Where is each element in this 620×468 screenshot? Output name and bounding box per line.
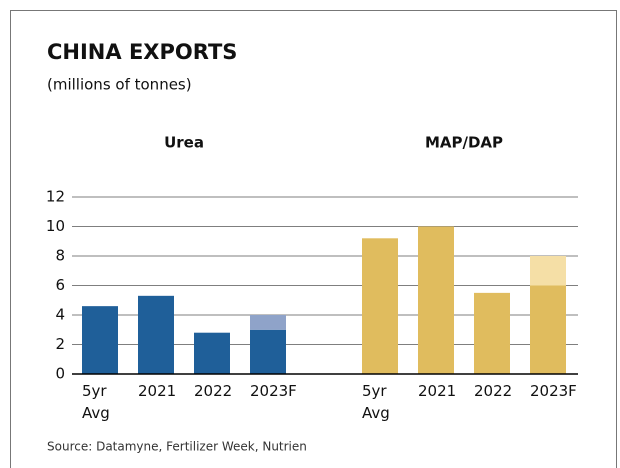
y-tick-label: 0 xyxy=(55,365,65,383)
x-tick-label: 5yr Avg xyxy=(82,382,110,422)
x-tick-label: 5yr Avg xyxy=(362,382,390,422)
y-tick-label: 8 xyxy=(55,247,65,265)
x-tick-label: 2021 xyxy=(138,382,176,400)
x-tick-label-line: 2021 xyxy=(138,382,176,400)
x-tick-label-line: 2021 xyxy=(418,382,456,400)
chart-title: CHINA EXPORTS xyxy=(47,40,237,64)
x-tick-label-line: 2023F xyxy=(530,382,577,400)
x-tick-label-line: Avg xyxy=(362,404,390,422)
group-title: Urea xyxy=(164,134,204,152)
bar xyxy=(362,238,398,374)
bar xyxy=(530,256,566,286)
bar xyxy=(138,295,174,374)
y-tick-label: 12 xyxy=(46,188,65,206)
x-tick-label-line: 2022 xyxy=(474,382,512,400)
x-tick-label-line: 5yr xyxy=(82,382,107,400)
bar xyxy=(530,285,566,374)
x-tick-label: 2022 xyxy=(194,382,232,400)
source-note: Source: Datamyne, Fertilizer Week, Nutri… xyxy=(47,440,307,454)
x-tick-label: 2022 xyxy=(474,382,512,400)
x-tick-label: 2023F xyxy=(530,382,577,400)
bar xyxy=(250,315,286,330)
y-tick-label: 6 xyxy=(55,276,65,294)
x-tick-label-line: 2023F xyxy=(250,382,297,400)
group-title: MAP/DAP xyxy=(425,134,503,152)
x-tick-label: 2023F xyxy=(250,382,297,400)
bar xyxy=(418,226,454,374)
chart-subtitle: (millions of tonnes) xyxy=(47,76,192,94)
frame xyxy=(10,10,617,468)
bar xyxy=(250,329,286,374)
bar xyxy=(82,306,118,374)
y-tick-label: 2 xyxy=(55,335,65,353)
y-tick-label: 4 xyxy=(55,306,65,324)
bar xyxy=(474,292,510,374)
bar xyxy=(194,332,230,374)
x-tick-label-line: Avg xyxy=(82,404,110,422)
y-tick-label: 10 xyxy=(46,217,65,235)
x-tick-label: 2021 xyxy=(418,382,456,400)
x-tick-label-line: 5yr xyxy=(362,382,387,400)
x-tick-label-line: 2022 xyxy=(194,382,232,400)
